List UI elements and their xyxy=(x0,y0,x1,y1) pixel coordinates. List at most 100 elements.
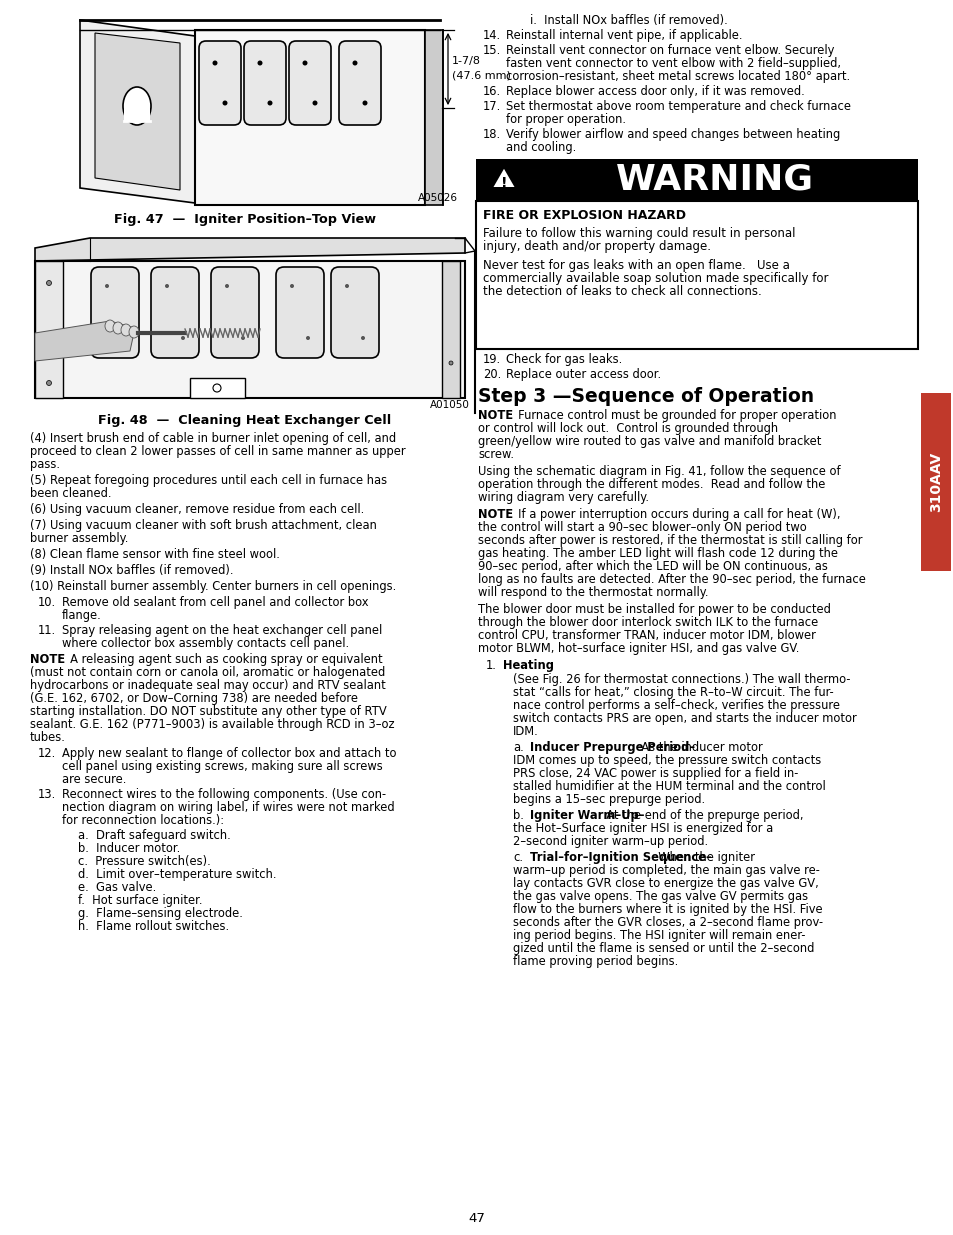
Text: Fig. 47  —  Igniter Position–Top View: Fig. 47 — Igniter Position–Top View xyxy=(113,212,375,226)
Ellipse shape xyxy=(306,336,310,340)
Text: motor BLWM, hot–surface igniter HSI, and gas valve GV.: motor BLWM, hot–surface igniter HSI, and… xyxy=(477,642,799,655)
Bar xyxy=(441,261,459,398)
Text: (4) Insert brush end of cable in burner inlet opening of cell, and: (4) Insert brush end of cable in burner … xyxy=(30,432,395,445)
Ellipse shape xyxy=(222,100,227,105)
Ellipse shape xyxy=(362,100,367,105)
Ellipse shape xyxy=(129,326,139,338)
Ellipse shape xyxy=(181,336,185,340)
Ellipse shape xyxy=(352,61,357,65)
Text: i.  Install NOx baffles (if removed).: i. Install NOx baffles (if removed). xyxy=(530,14,727,27)
Text: will respond to the thermostat normally.: will respond to the thermostat normally. xyxy=(477,585,708,599)
Bar xyxy=(194,30,424,205)
Text: (See Fig. 26 for thermostat connections.) The wall thermo-: (See Fig. 26 for thermostat connections.… xyxy=(513,673,850,685)
Ellipse shape xyxy=(47,380,51,385)
Text: Apply new sealant to flange of collector box and attach to: Apply new sealant to flange of collector… xyxy=(62,747,396,760)
Text: 18.: 18. xyxy=(482,128,500,141)
Bar xyxy=(476,159,917,201)
Text: long as no faults are detected. After the 90–sec period, the furnace: long as no faults are detected. After th… xyxy=(477,573,865,585)
Bar xyxy=(190,378,245,398)
Text: and cooling.: and cooling. xyxy=(505,141,576,154)
Text: through the blower door interlock switch ILK to the furnace: through the blower door interlock switch… xyxy=(477,616,818,629)
Text: Heating: Heating xyxy=(502,659,554,672)
Ellipse shape xyxy=(105,284,109,288)
Bar xyxy=(476,201,917,350)
FancyBboxPatch shape xyxy=(275,267,324,358)
Text: Fig. 48  —  Cleaning Heat Exchanger Cell: Fig. 48 — Cleaning Heat Exchanger Cell xyxy=(98,414,392,427)
Text: or control will lock out.  Control is grounded through: or control will lock out. Control is gro… xyxy=(477,422,778,435)
Text: where collector box assembly contacts cell panel.: where collector box assembly contacts ce… xyxy=(62,637,349,650)
Text: h.  Flame rollout switches.: h. Flame rollout switches. xyxy=(78,920,229,932)
Ellipse shape xyxy=(290,284,294,288)
Text: sealant. G.E. 162 (P771–9003) is available through RCD in 3–oz: sealant. G.E. 162 (P771–9003) is availab… xyxy=(30,718,395,731)
Text: ing period begins. The HSI igniter will remain ener-: ing period begins. The HSI igniter will … xyxy=(513,929,804,942)
Text: 12.: 12. xyxy=(38,747,56,760)
Text: for proper operation.: for proper operation. xyxy=(505,112,625,126)
Ellipse shape xyxy=(225,284,229,288)
Text: 16.: 16. xyxy=(482,85,500,98)
Text: switch contacts PRS are open, and starts the inducer motor: switch contacts PRS are open, and starts… xyxy=(513,713,856,725)
FancyBboxPatch shape xyxy=(338,41,380,125)
Text: 17.: 17. xyxy=(482,100,500,112)
FancyBboxPatch shape xyxy=(91,267,139,358)
Text: 11.: 11. xyxy=(38,624,56,637)
Text: c.: c. xyxy=(513,851,522,864)
Text: :  If a power interruption occurs during a call for heat (W),: : If a power interruption occurs during … xyxy=(506,508,840,521)
Text: a.  Draft safeguard switch.: a. Draft safeguard switch. xyxy=(78,829,231,842)
Text: stat “calls for heat,” closing the R–to–W circuit. The fur-: stat “calls for heat,” closing the R–to–… xyxy=(513,685,833,699)
Text: 90–sec period, after which the LED will be ON continuous, as: 90–sec period, after which the LED will … xyxy=(477,559,827,573)
Text: screw.: screw. xyxy=(477,448,514,461)
Text: the Hot–Surface igniter HSI is energized for a: the Hot–Surface igniter HSI is energized… xyxy=(513,823,773,835)
Text: Set thermostat above room temperature and check furnace: Set thermostat above room temperature an… xyxy=(505,100,850,112)
Text: e.  Gas valve.: e. Gas valve. xyxy=(78,881,156,894)
Text: fasten vent connector to vent elbow with 2 field–supplied,: fasten vent connector to vent elbow with… xyxy=(505,57,841,70)
Text: seconds after the GVR closes, a 2–second flame prov-: seconds after the GVR closes, a 2–second… xyxy=(513,916,822,929)
Text: burner assembly.: burner assembly. xyxy=(30,532,129,545)
Text: tubes.: tubes. xyxy=(30,731,66,743)
Ellipse shape xyxy=(360,336,365,340)
Text: control CPU, transformer TRAN, inducer motor IDM, blower: control CPU, transformer TRAN, inducer m… xyxy=(477,629,815,642)
Text: 47: 47 xyxy=(468,1212,485,1225)
Text: When the igniter: When the igniter xyxy=(650,851,754,864)
Text: stalled humidifier at the HUM terminal and the control: stalled humidifier at the HUM terminal a… xyxy=(513,781,825,793)
Text: Using the schematic diagram in Fig. 41, follow the sequence of: Using the schematic diagram in Fig. 41, … xyxy=(477,466,840,478)
Text: c.  Pressure switch(es).: c. Pressure switch(es). xyxy=(78,855,211,868)
Ellipse shape xyxy=(213,61,217,65)
Text: 14.: 14. xyxy=(482,28,500,42)
FancyBboxPatch shape xyxy=(199,41,241,125)
Text: :  Furnace control must be grounded for proper operation: : Furnace control must be grounded for p… xyxy=(506,409,836,422)
Text: g.  Flame–sensing electrode.: g. Flame–sensing electrode. xyxy=(78,906,243,920)
Text: !: ! xyxy=(500,177,507,190)
Text: PRS close, 24 VAC power is supplied for a field in-: PRS close, 24 VAC power is supplied for … xyxy=(513,767,798,781)
Polygon shape xyxy=(95,33,180,190)
Ellipse shape xyxy=(302,61,307,65)
Text: (8) Clean flame sensor with fine steel wool.: (8) Clean flame sensor with fine steel w… xyxy=(30,548,279,561)
Polygon shape xyxy=(493,169,514,186)
Ellipse shape xyxy=(257,61,262,65)
Ellipse shape xyxy=(345,284,349,288)
Ellipse shape xyxy=(112,322,123,333)
Bar xyxy=(35,261,63,398)
Ellipse shape xyxy=(165,284,169,288)
Text: WARNING: WARNING xyxy=(616,163,813,198)
Text: Reinstall vent connector on furnace vent elbow. Securely: Reinstall vent connector on furnace vent… xyxy=(505,44,834,57)
Text: a.: a. xyxy=(513,741,523,755)
Text: NOTE: NOTE xyxy=(30,653,65,666)
Text: for reconnection locations.):: for reconnection locations.): xyxy=(62,814,224,827)
Text: Inducer Prepurge Period–: Inducer Prepurge Period– xyxy=(530,741,695,755)
Ellipse shape xyxy=(313,100,317,105)
Text: 15.: 15. xyxy=(482,44,500,57)
Text: A05026: A05026 xyxy=(417,193,457,203)
Text: f.  Hot surface igniter.: f. Hot surface igniter. xyxy=(78,894,202,906)
Text: wiring diagram very carefully.: wiring diagram very carefully. xyxy=(477,492,648,504)
Text: Spray releasing agent on the heat exchanger cell panel: Spray releasing agent on the heat exchan… xyxy=(62,624,382,637)
FancyBboxPatch shape xyxy=(289,41,331,125)
Text: nection diagram on wiring label, if wires were not marked: nection diagram on wiring label, if wire… xyxy=(62,802,395,814)
Text: NOTE: NOTE xyxy=(477,508,513,521)
Text: A01050: A01050 xyxy=(430,400,470,410)
Text: :  A releasing agent such as cooking spray or equivalent: : A releasing agent such as cooking spra… xyxy=(59,653,382,666)
Text: 10.: 10. xyxy=(38,597,56,609)
Ellipse shape xyxy=(105,320,115,332)
Text: lay contacts GVR close to energize the gas valve GV,: lay contacts GVR close to energize the g… xyxy=(513,877,818,890)
Ellipse shape xyxy=(47,280,51,285)
Text: 20.: 20. xyxy=(482,368,500,382)
